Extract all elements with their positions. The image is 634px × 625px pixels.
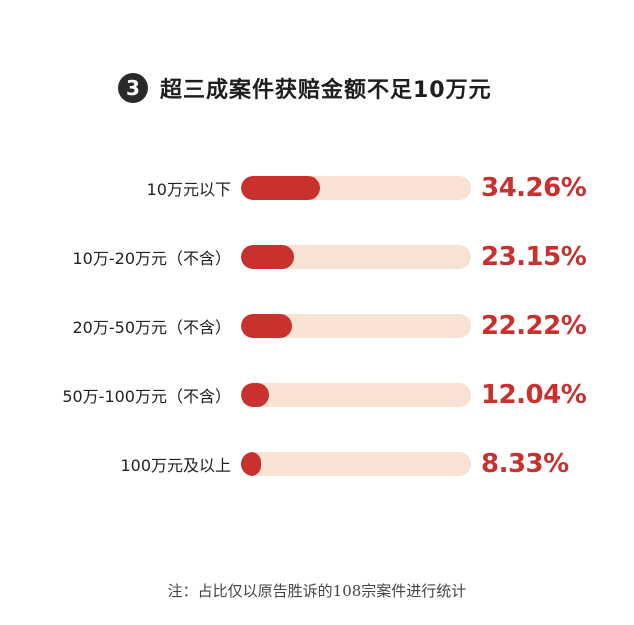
bar-fill (241, 314, 293, 338)
bar-track (241, 176, 471, 200)
chart-header: 3 超三成案件获赔金额不足10万元 (118, 72, 492, 104)
bar-fill (241, 245, 295, 269)
bar-fill (241, 383, 269, 407)
category-label: 20万-50万元（不含） (72, 318, 232, 337)
bar-track (241, 452, 471, 476)
value-label: 22.22% (481, 311, 587, 341)
chart-title: 超三成案件获赔金额不足10万元 (160, 78, 492, 103)
bar-fill (241, 452, 261, 476)
bar-track (241, 383, 471, 407)
bar-fill (241, 176, 320, 200)
bar-track (241, 314, 471, 338)
bar-row: 10万-20万元（不含） 23.15% (0, 237, 634, 277)
value-label: 34.26% (481, 173, 587, 203)
bar-track (241, 245, 471, 269)
value-label: 12.04% (481, 380, 587, 410)
bar-row: 20万-50万元（不含） 22.22% (0, 306, 634, 346)
value-label: 8.33% (481, 449, 569, 479)
category-label: 10万元以下 (146, 180, 231, 199)
category-label: 100万元及以上 (120, 456, 231, 475)
bar-row: 10万元以下 34.26% (0, 168, 634, 208)
footnote: 注：占比仅以原告胜诉的108宗案件进行统计 (167, 582, 467, 600)
section-number-badge: 3 (118, 73, 148, 103)
value-label: 23.15% (481, 242, 587, 272)
category-label: 50万-100万元（不含） (62, 387, 231, 406)
bar-row: 100万元及以上 8.33% (0, 444, 634, 484)
bar-row: 50万-100万元（不含） 12.04% (0, 375, 634, 415)
category-label: 10万-20万元（不含） (72, 249, 232, 268)
